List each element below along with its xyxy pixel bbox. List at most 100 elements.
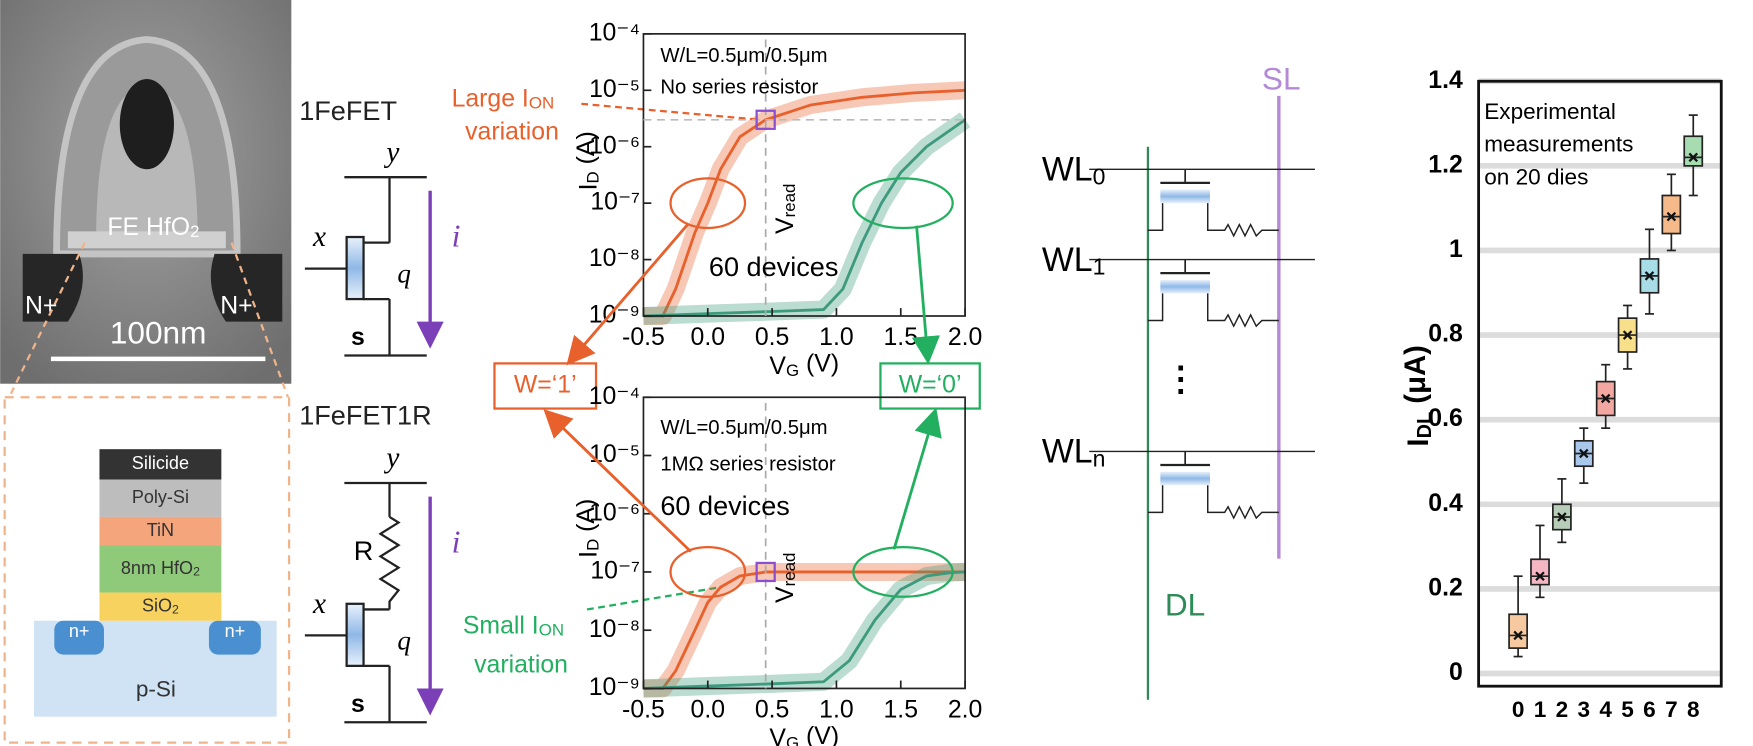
annotation: on 20 dies bbox=[1484, 164, 1588, 189]
callout bbox=[581, 104, 758, 120]
variation-label-sub: ON bbox=[539, 621, 564, 640]
annotation: 1MΩ series resistor bbox=[660, 453, 836, 475]
array-label-sub: 1 bbox=[1093, 254, 1106, 280]
variation-label: Large ION bbox=[452, 85, 555, 113]
y-tick-label: 10⁻⁹ bbox=[589, 302, 640, 329]
stack-label: TiN bbox=[147, 520, 174, 540]
circuit-node: i bbox=[452, 524, 461, 559]
x-axis-label-sub: G bbox=[786, 734, 799, 746]
stack-label: n+ bbox=[69, 621, 90, 641]
variation-label: variation bbox=[474, 651, 568, 678]
circuit-node: q bbox=[397, 259, 411, 289]
x-tick-label: 3 bbox=[1578, 697, 1591, 722]
stack-label-sub: 2 bbox=[172, 603, 179, 617]
curve bbox=[643, 90, 965, 316]
write-arrow bbox=[894, 413, 935, 549]
x-tick-label: 5 bbox=[1621, 697, 1634, 722]
annotation: measurements bbox=[1484, 132, 1633, 157]
read-label: Vread bbox=[772, 184, 800, 234]
array-label: DL bbox=[1165, 587, 1205, 623]
state-label: W=‘0’ bbox=[899, 372, 962, 399]
stack-label: 8nm HfO2 bbox=[121, 558, 200, 579]
x-axis-label-sub: G bbox=[786, 361, 799, 380]
variation-label-sub: ON bbox=[529, 94, 554, 113]
x-axis-label-text: V bbox=[769, 725, 786, 746]
x-axis-label-tail: (V) bbox=[799, 722, 839, 746]
array-label: WL0 bbox=[1042, 150, 1106, 189]
x-axis-label-text: V bbox=[769, 352, 786, 379]
variation-label-text: Small I bbox=[463, 612, 539, 639]
box bbox=[1531, 559, 1549, 584]
x-tick-label: 2.0 bbox=[948, 697, 983, 724]
circuit-node: y bbox=[383, 442, 400, 474]
y-axis-label-tail: (A) bbox=[572, 131, 599, 171]
y-axis-label-text: I bbox=[1402, 438, 1435, 446]
figure: FE HfO2N+N+100nmn+n+p-SiSilicidePoly-SiT… bbox=[0, 0, 1753, 746]
y-tick-label: 0.4 bbox=[1428, 490, 1463, 517]
x-tick-label: 0.5 bbox=[755, 697, 790, 724]
cell-channel bbox=[1160, 280, 1210, 294]
y-tick-label: 10⁻⁵ bbox=[589, 441, 640, 468]
array-label-sub: n bbox=[1093, 446, 1106, 472]
x-axis-label: VG (V) bbox=[769, 722, 839, 746]
array-label: ⋮ bbox=[1164, 360, 1198, 398]
x-tick-label: 2.0 bbox=[948, 324, 983, 351]
y-axis-label: ID (A) bbox=[572, 131, 602, 190]
y-tick-label: 10⁻⁷ bbox=[590, 189, 640, 216]
tem-label: FE HfO2 bbox=[107, 214, 199, 242]
y-tick-label: 0.2 bbox=[1428, 574, 1463, 601]
array-label-sub: 0 bbox=[1093, 164, 1106, 190]
y-axis-label-text: I bbox=[575, 183, 602, 190]
gate-metal bbox=[120, 79, 174, 169]
y-axis-label-tail: (A) bbox=[572, 499, 599, 539]
x-axis-label: VG (V) bbox=[769, 350, 839, 380]
circuit-node: s bbox=[351, 324, 365, 351]
y-tick-label: 0 bbox=[1449, 659, 1463, 686]
x-tick-label: 1 bbox=[1534, 697, 1547, 722]
x-tick-label: 0.0 bbox=[691, 697, 726, 724]
y-tick-label: 10⁻⁸ bbox=[589, 245, 640, 272]
annotation: Experimental bbox=[1484, 99, 1616, 124]
annotation: No series resistor bbox=[660, 76, 818, 98]
x-tick-label: 7 bbox=[1665, 697, 1678, 722]
circuit-node: x bbox=[312, 221, 326, 253]
x-tick-label: 0 bbox=[1512, 697, 1525, 722]
y-tick-label: 10⁻⁸ bbox=[589, 616, 640, 643]
y-axis-label-sub: D bbox=[584, 539, 603, 551]
x-tick-label: 2 bbox=[1556, 697, 1569, 722]
x-tick-label: 6 bbox=[1643, 697, 1656, 722]
y-axis-label: ID (A) bbox=[572, 499, 602, 558]
y-tick-label: 10⁻⁵ bbox=[589, 76, 640, 103]
read-label-sub: read bbox=[781, 553, 800, 587]
cell-wiring bbox=[1148, 293, 1279, 326]
array-label-text: WL bbox=[1042, 433, 1093, 471]
array-label: WL1 bbox=[1042, 241, 1106, 280]
x-tick-label: 0.5 bbox=[755, 324, 790, 351]
box bbox=[1509, 614, 1527, 648]
x-tick-label: 1.5 bbox=[884, 697, 919, 724]
y-axis-label-tail: (μA) bbox=[1399, 345, 1432, 412]
x-tick-label: 4 bbox=[1599, 697, 1612, 722]
circuit-node: s bbox=[351, 691, 365, 718]
stack-label: Poly-Si bbox=[132, 487, 189, 507]
box bbox=[1662, 195, 1680, 233]
cell-wiring bbox=[1148, 485, 1279, 518]
x-axis-label-tail: (V) bbox=[799, 350, 839, 377]
variation-label: Small ION bbox=[463, 612, 564, 640]
stack-label-text: 8nm HfO bbox=[121, 558, 193, 578]
tem-label: N+ bbox=[25, 293, 57, 320]
y-tick-label: 1 bbox=[1449, 236, 1463, 263]
variation-label-text: Large I bbox=[452, 85, 529, 112]
cell-channel bbox=[1160, 472, 1210, 486]
annotation: 60 devices bbox=[660, 490, 789, 521]
y-axis-label-sub: D bbox=[584, 171, 603, 183]
y-tick-label: 1.2 bbox=[1428, 151, 1463, 178]
y-axis-label-sub: DL bbox=[1414, 412, 1436, 439]
y-axis-label-text: I bbox=[575, 551, 602, 558]
circuit-node: R bbox=[354, 535, 374, 566]
stack-label-text: SiO bbox=[142, 595, 172, 615]
tem-label-sub: 2 bbox=[190, 222, 199, 241]
circuit-title: 1FeFET bbox=[299, 95, 397, 126]
stack-label: Silicide bbox=[132, 453, 189, 473]
array-label-text: WL bbox=[1042, 241, 1093, 279]
